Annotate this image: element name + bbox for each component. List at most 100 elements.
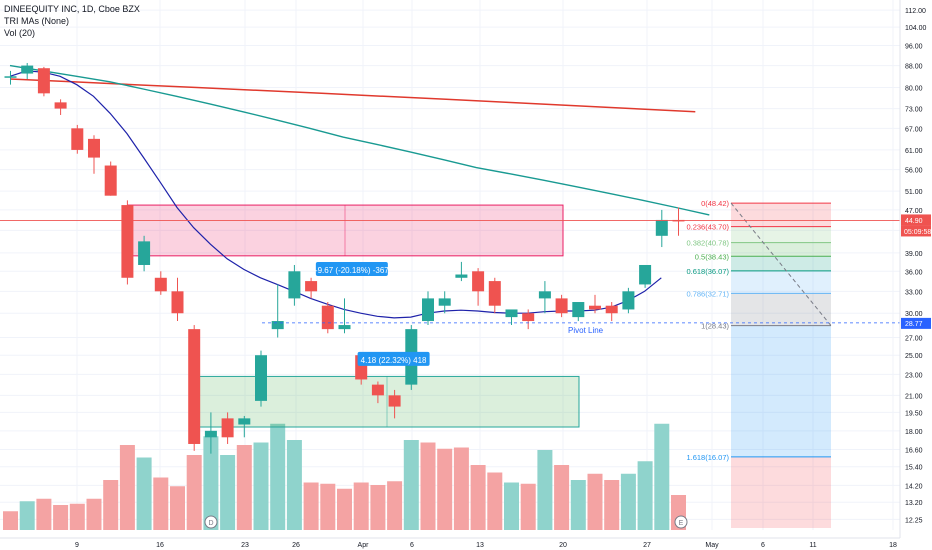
volume-bar <box>36 498 52 530</box>
fib-level-label: 0.382(40.78) <box>686 239 729 248</box>
fib-level-label: 0.5(38.43) <box>695 252 730 261</box>
price-axis-label: 33.00 <box>905 289 923 296</box>
price-axis-label: 112.00 <box>905 8 926 15</box>
volume-bar <box>270 423 286 530</box>
dividend-marker[interactable] <box>204 515 218 529</box>
earnings-marker[interactable] <box>674 515 688 529</box>
measure-down-label[interactable] <box>315 262 388 277</box>
candle-body <box>488 281 501 306</box>
price-axis-label: 18.00 <box>905 429 923 436</box>
candle-body <box>522 313 535 322</box>
volume-bar <box>554 465 570 530</box>
volume-label[interactable]: Vol (20) <box>4 28 36 38</box>
candle-body <box>4 76 17 78</box>
volume-bar <box>170 486 185 530</box>
candle-body <box>188 329 201 444</box>
fib-band <box>731 325 831 457</box>
candle-body <box>572 302 585 318</box>
volume-bar <box>320 483 336 530</box>
earnings-marker-text: E <box>679 520 684 527</box>
fib-level-label: 0.786(32.71) <box>686 289 729 298</box>
candle-body <box>622 291 635 310</box>
fib-trend-line <box>730 202 832 326</box>
volume-bar <box>203 436 219 530</box>
chart-annotations[interactable]: Pivot Line -9.67 (-20.18%) -367 4.18 (22.3… <box>0 220 900 529</box>
candle-body <box>54 102 67 109</box>
zone-rectangles[interactable] <box>127 204 580 428</box>
price-axis-label: 27.00 <box>905 335 923 342</box>
volume-bar <box>303 482 319 530</box>
moving-averages <box>9 64 710 319</box>
volume-bar <box>253 442 269 530</box>
symbol-title[interactable]: DINEEQUITY INC, 1D, Cboe BZX <box>4 4 140 14</box>
pivot-line-label: Pivot Line <box>568 326 604 335</box>
volume-bar <box>119 445 135 530</box>
price-axis-label: 14.20 <box>905 483 923 490</box>
time-axis-label: 13 <box>476 542 484 549</box>
price-axis-label: 47.00 <box>905 208 923 215</box>
volume-bar <box>654 423 670 530</box>
candle-body <box>238 418 251 425</box>
price-axis-label: 67.00 <box>905 126 923 133</box>
volume-bar <box>69 503 85 530</box>
supply-zone[interactable] <box>127 204 564 257</box>
time-axis-label: 20 <box>559 542 567 549</box>
measure-up-label[interactable] <box>357 351 430 366</box>
candle-body <box>555 298 568 314</box>
price-axis-label: 51.00 <box>905 189 923 196</box>
countdown-tag <box>901 225 931 237</box>
candle-body <box>37 68 50 94</box>
volume-bar <box>19 501 35 530</box>
ma-teal-line <box>9 64 710 216</box>
volume-bars <box>3 423 686 530</box>
price-axis[interactable]: 112.00 104.00 96.00 88.00 80.00 73.00 67.00 61.… <box>899 0 932 550</box>
candle-body <box>422 298 434 322</box>
candle-body <box>605 305 618 314</box>
last-price-tag[interactable] <box>901 214 931 226</box>
candle-body <box>388 395 401 407</box>
candle-body <box>438 298 451 306</box>
fib-band-extension <box>731 456 831 528</box>
pivot-price-tag[interactable] <box>901 317 931 329</box>
candle-body <box>171 291 184 314</box>
countdown-tag-text: 05:09:58 <box>904 229 931 236</box>
candle-body <box>154 277 167 292</box>
price-axis-label: 73.00 <box>905 107 923 114</box>
volume-bar <box>520 483 536 530</box>
plot-background <box>0 0 900 530</box>
volume-bar <box>370 485 386 530</box>
volume-bar <box>53 505 69 530</box>
volume-bar <box>403 440 419 530</box>
candle-body <box>639 264 652 285</box>
candle-body <box>338 325 351 330</box>
fib-band <box>731 203 831 227</box>
candle-body <box>88 138 100 158</box>
ma-blue-line <box>9 70 662 319</box>
price-axis-label: 61.00 <box>905 148 923 155</box>
volume-bar <box>186 455 202 530</box>
time-axis-label: Apr <box>358 542 370 549</box>
time-axis-label: 16 <box>156 542 164 549</box>
volume-bar <box>220 455 236 530</box>
dividend-marker-text: D <box>208 520 213 527</box>
volume-bar <box>637 461 653 530</box>
fib-level-label: 0.618(36.07) <box>686 267 729 276</box>
candle-body <box>538 291 551 299</box>
price-axis-label: 104.00 <box>905 25 927 32</box>
candle-body <box>589 305 601 310</box>
fib-band <box>731 256 831 271</box>
indicator-label[interactable]: TRI MAs (None) <box>4 16 70 26</box>
time-axis-label: 6 <box>410 542 414 549</box>
price-axis-label: 12.25 <box>905 517 923 524</box>
time-axis-label: 26 <box>292 542 300 549</box>
candle-body <box>472 271 485 292</box>
time-axis[interactable]: 9 16 23 26 Apr 6 13 20 27 May 6 11 18 <box>0 537 900 550</box>
volume-bar <box>604 480 620 530</box>
candle-body <box>255 355 267 401</box>
fib-band <box>731 270 831 294</box>
pivot-price-tag-text: 28.77 <box>905 321 923 328</box>
price-axis-label: 13.20 <box>905 500 923 507</box>
candlesticks <box>4 62 685 454</box>
price-axis-label: 56.00 <box>905 168 923 175</box>
